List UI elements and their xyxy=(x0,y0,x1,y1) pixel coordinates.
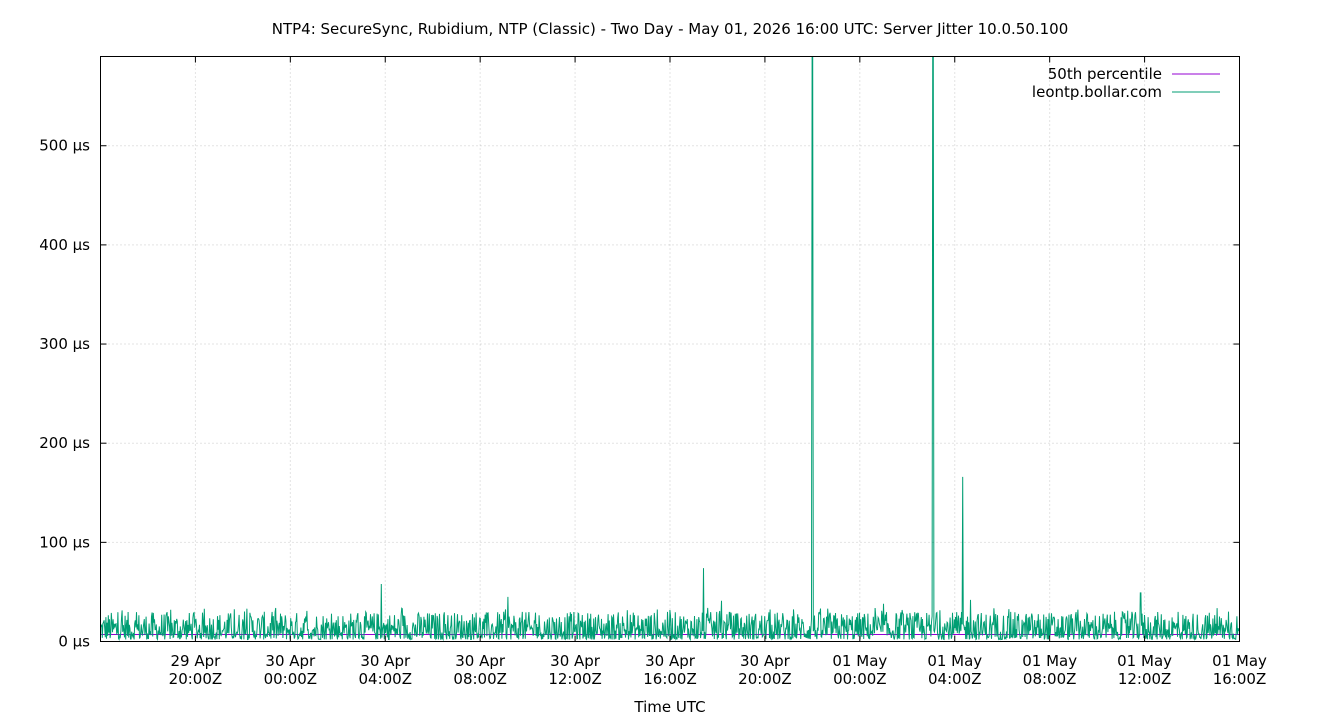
x-tick-label: 16:00Z xyxy=(1213,670,1267,688)
x-tick-label: 00:00Z xyxy=(264,670,318,688)
y-tick-label: 0 µs xyxy=(58,633,90,651)
x-tick-label: 16:00Z xyxy=(643,670,697,688)
x-tick-label: 30 Apr xyxy=(455,652,506,670)
y-tick-label: 100 µs xyxy=(39,533,90,551)
x-tick-label: 01 May xyxy=(832,652,887,670)
x-tick-label: 12:00Z xyxy=(1118,670,1172,688)
x-tick-label: 08:00Z xyxy=(1023,670,1077,688)
x-tick-label: 01 May xyxy=(1117,652,1172,670)
x-tick-label: 29 Apr xyxy=(171,652,222,670)
x-tick-label: 04:00Z xyxy=(358,670,412,688)
x-axis-label: Time UTC xyxy=(633,698,705,716)
x-tick-label: 20:00Z xyxy=(738,670,792,688)
x-tick-label: 00:00Z xyxy=(833,670,887,688)
axis-layer: 0 µs 100 µs 200 µs 300 µs 400 µs 500 µs 29 Apr… xyxy=(39,56,1267,688)
x-tick-label: 20:00Z xyxy=(169,670,223,688)
grid xyxy=(100,56,1240,642)
x-tick-label: 30 Apr xyxy=(550,652,601,670)
series-line-leontp xyxy=(100,56,1240,642)
x-tick-label: 01 May xyxy=(927,652,982,670)
chart-title: NTP4: SecureSync, Rubidium, NTP (Classic… xyxy=(272,20,1069,38)
y-tick-label: 300 µs xyxy=(39,335,90,353)
y-tick-label: 200 µs xyxy=(39,434,90,452)
y-tick-label: 500 µs xyxy=(39,137,90,155)
x-tick-label: 30 Apr xyxy=(645,652,696,670)
x-tick-label: 04:00Z xyxy=(928,670,982,688)
x-tick-label: 30 Apr xyxy=(360,652,411,670)
series-layer xyxy=(100,56,1240,642)
x-tick-label: 30 Apr xyxy=(265,652,316,670)
x-tick-label: 30 Apr xyxy=(740,652,791,670)
x-tick-label: 08:00Z xyxy=(453,670,507,688)
x-tick-label: 12:00Z xyxy=(548,670,602,688)
y-tick-label: 400 µs xyxy=(39,236,90,254)
x-tick-label: 01 May xyxy=(1212,652,1267,670)
legend: 50th percentile leontp.bollar.com xyxy=(1032,65,1220,101)
legend-label-percentile: 50th percentile xyxy=(1048,65,1162,83)
legend-label-leontp: leontp.bollar.com xyxy=(1032,83,1162,101)
x-tick-label: 01 May xyxy=(1022,652,1077,670)
